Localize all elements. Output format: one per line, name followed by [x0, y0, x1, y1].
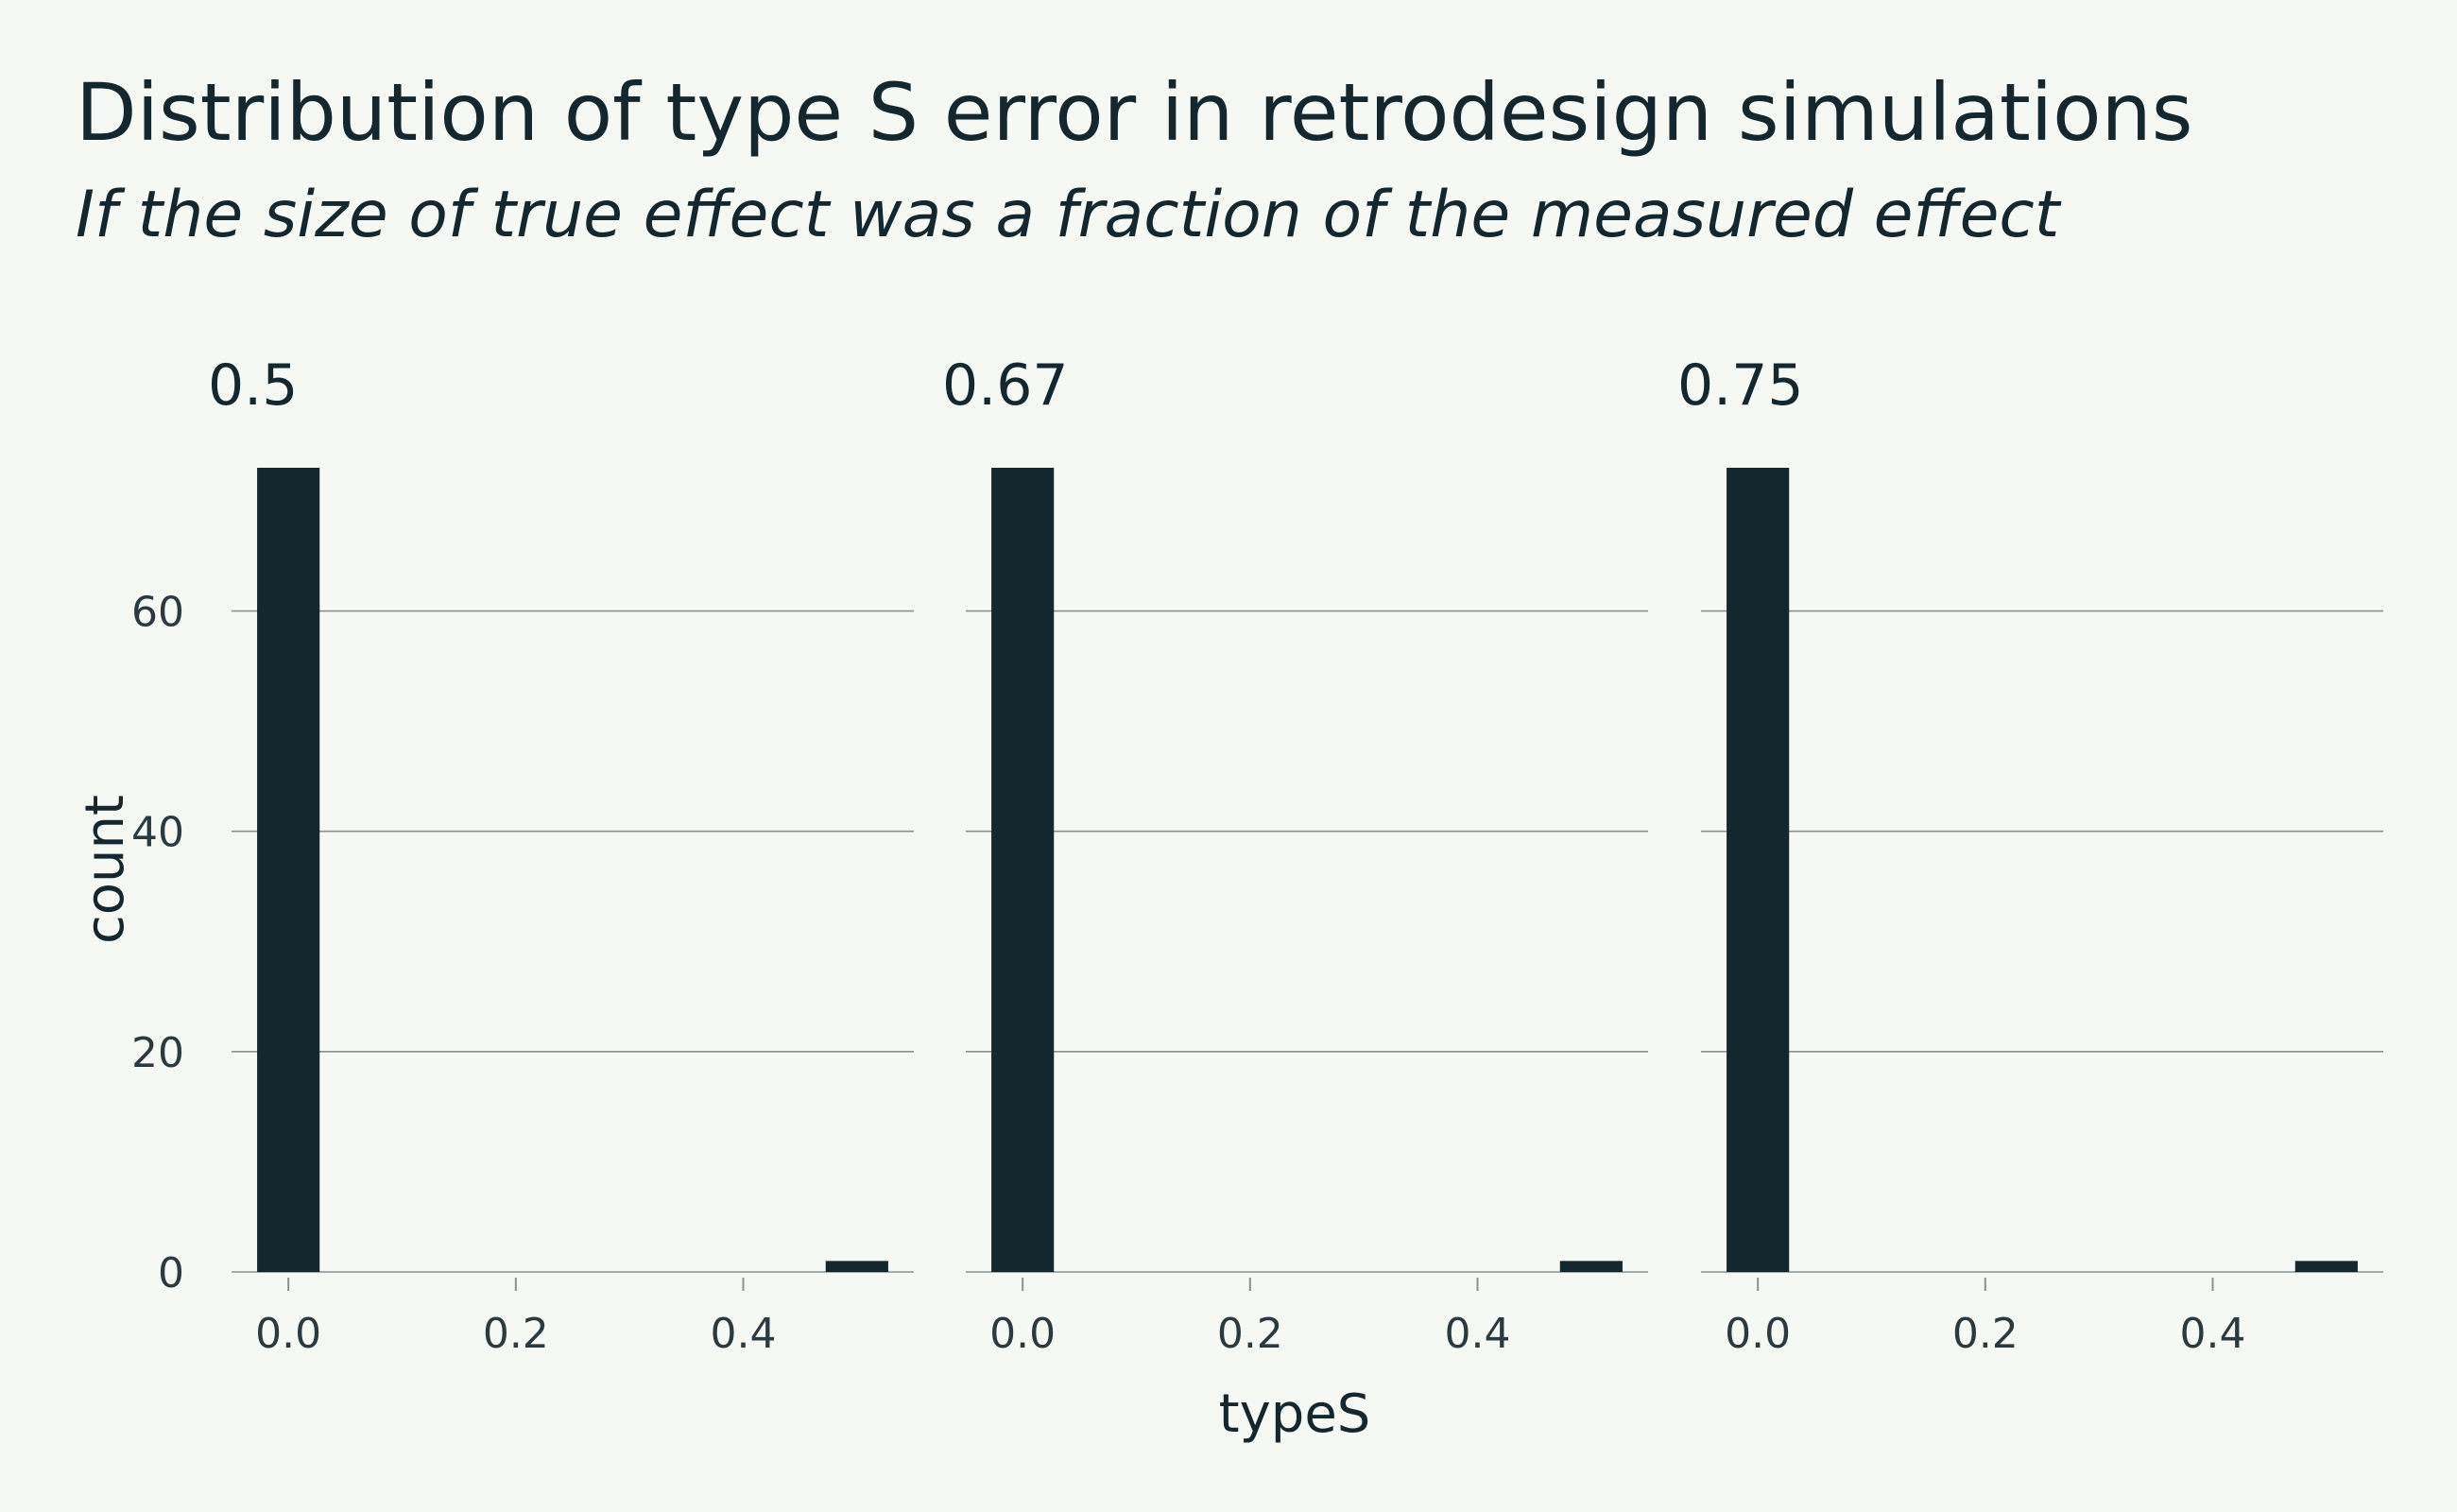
y-tick-label: 40 [131, 809, 184, 857]
x-tick-label: 0.0 [989, 1310, 1056, 1358]
y-axis-label: count [75, 795, 136, 944]
x-tick-label: 0.2 [1952, 1310, 2019, 1358]
histogram-bar [257, 468, 320, 1272]
x-tick-label: 0.0 [255, 1310, 321, 1358]
facet-panel: 0.75 0.0 0.2 0.4 [1677, 352, 2383, 1358]
x-tick-label: 0.4 [2180, 1310, 2246, 1358]
x-tick-label: 0.2 [1217, 1310, 1283, 1358]
facet-strip-label: 0.67 [942, 352, 1069, 419]
facet-panel: 0.67 0.0 0.2 0.4 [942, 352, 1648, 1358]
y-tick-label: 60 [131, 589, 184, 637]
facet-panel: 0.5 0.0 0.2 0.4 [208, 352, 914, 1358]
x-axis-label: typeS [1219, 1383, 1371, 1445]
facet-strip-label: 0.5 [208, 352, 298, 419]
histogram-bar [1559, 1261, 1623, 1272]
x-tick-label: 0.4 [1445, 1310, 1511, 1358]
y-tick-label: 0 [158, 1249, 184, 1297]
facet-strip-label: 0.75 [1677, 352, 1804, 419]
x-tick-label: 0.2 [483, 1310, 549, 1358]
x-tick-label: 0.0 [1725, 1310, 1791, 1358]
histogram-bar [825, 1261, 888, 1272]
histogram-bar [1727, 468, 1790, 1272]
facet-panels: 0.5 0.0 0.2 0.4 0.67 0.0 0.2 0.4 0.75 0.0 0.2 0.4 0 2… [131, 352, 2383, 1358]
y-tick-label: 20 [131, 1029, 184, 1077]
chart-title: Distribution of type S error in retrodes… [76, 66, 2193, 159]
histogram-bar [2294, 1261, 2358, 1272]
histogram-bar [991, 468, 1055, 1272]
x-tick-label: 0.4 [711, 1310, 777, 1358]
chart-subtitle: If the size of true effect was a fractio… [76, 178, 2062, 252]
